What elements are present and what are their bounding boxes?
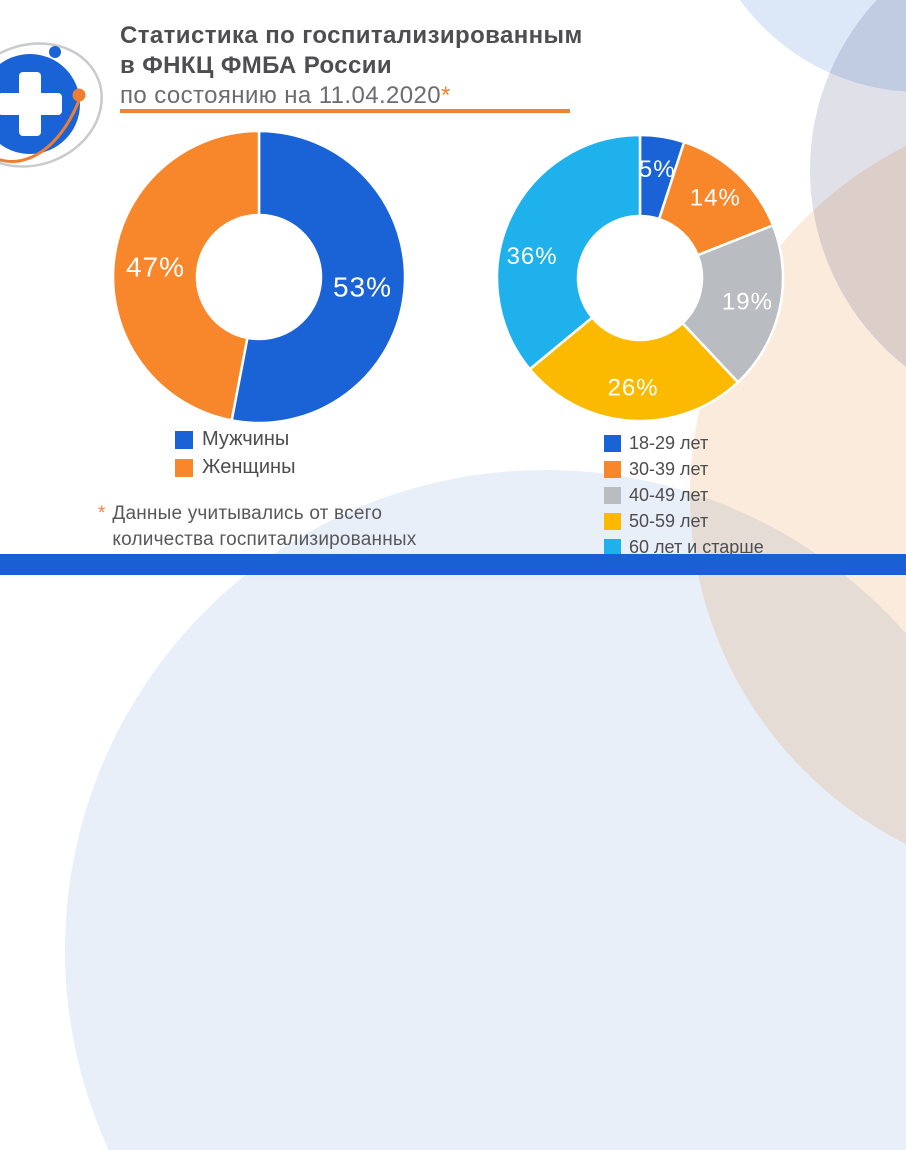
legend-label: 50-59 лет [629,511,709,531]
title-date-text: по состоянию на 11.04.2020 [120,82,442,109]
legend-swatch-icon [175,458,193,477]
legend-swatch-icon [604,461,621,478]
legend-item-gender-split-0: Мужчины [175,428,295,451]
donut-label-gender-split-1: 47% [126,252,185,283]
legend-item-age-groups-1: 30-39 лет [604,459,764,480]
donut-label-age-groups-4: 36% [507,243,558,270]
legend-swatch-icon [175,430,193,449]
legend-swatch-icon [604,513,621,530]
title-underline [120,109,570,113]
legend-label: 60 лет и старше [629,537,764,557]
bg-circle-top-right-blue [698,0,906,92]
legend-item-age-groups-4: 60 лет и старше [604,537,764,558]
logo-cross-vertical [19,72,41,136]
logo-blue-dot [49,46,61,58]
footnote-line-1: Данные учитывались от всего [112,503,383,524]
legend-label: 30-39 лет [629,459,709,479]
legend-item-age-groups-2: 40-49 лет [604,485,764,506]
donut-label-gender-split-0: 53% [333,271,392,302]
legend-label: 18-29 лет [629,433,709,453]
legend-label: 40-49 лет [629,485,709,505]
gender-donut-chart: 53% 47% [108,126,410,428]
logo-orange-dot [72,88,86,102]
legend-label: Женщины [202,456,296,478]
title-line-1: Статистика по госпитализированным [120,22,583,49]
title-line-3: по состоянию на 11.04.2020* [120,81,600,111]
logo-orange-orbit [0,94,83,163]
age-donut-chart: 5% 14% 19% 26% 36% [494,132,786,424]
donut-slice-gender-split-0 [230,129,407,425]
donut-label-age-groups-3: 26% [608,374,659,401]
bottom-accent-bar [0,554,906,575]
footnote: * Данные учитывались от всего количества… [98,501,416,553]
donut-slice-age-groups-4 [495,133,642,371]
page-title: Статистика по госпитализированным в ФНКЦ… [120,21,600,111]
footnote-line-2: количества госпитализированных [112,529,417,550]
medical-cross-orbit-logo-icon [0,42,103,168]
logo-gray-orbit [0,42,103,168]
donut-label-age-groups-0: 5% [639,156,676,183]
footnote-text: Данные учитывались от всего количества г… [112,501,416,553]
legend-swatch-icon [604,487,621,504]
bg-circle-right-gray [810,0,906,420]
legend-label: Мужчины [202,428,290,450]
donut-slice-gender-split-1 [111,129,261,422]
age-legend: 18-29 лет 30-39 лет 40-49 лет 50-59 лет 60 л… [604,433,764,558]
legend-swatch-icon [604,435,621,452]
gender-legend: Мужчины Женщины [175,428,295,479]
legend-swatch-icon [604,539,621,556]
legend-item-gender-split-1: Женщины [175,456,295,479]
title-asterisk: * [441,82,451,109]
donut-slice-age-groups-2 [681,224,785,384]
title-line-2: в ФНКЦ ФМБА России [120,52,393,79]
donut-label-age-groups-2: 19% [722,289,773,316]
donut-label-age-groups-1: 14% [690,184,741,211]
legend-item-age-groups-3: 50-59 лет [604,511,764,532]
legend-item-age-groups-0: 18-29 лет [604,433,764,454]
donut-slice-age-groups-3 [528,316,740,423]
footnote-asterisk: * [98,503,106,524]
